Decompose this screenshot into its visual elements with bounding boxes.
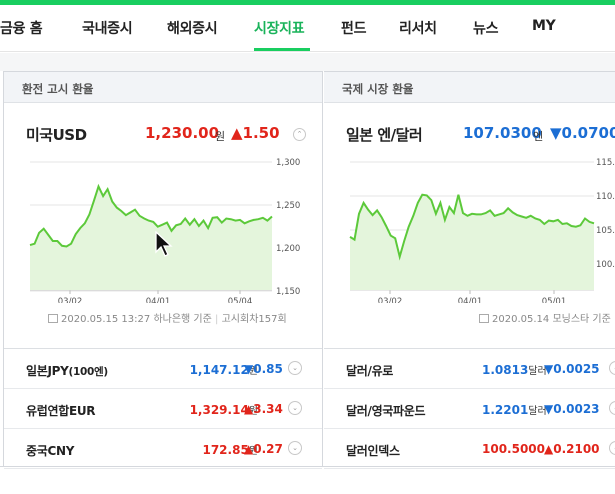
row-name[interactable]: 달러/영국파운드 [346,404,426,418]
y-tick-label: 115. [596,158,615,168]
currency-name[interactable]: 미국USD [26,126,87,144]
y-tick-label: 1,250 [276,201,300,211]
panel-bottom-border [0,466,615,467]
nav-item-research[interactable]: 리서치 [399,21,437,37]
row-price: 100.5000 [482,442,546,456]
panel-title[interactable]: 국제 시장 환율 [324,72,615,103]
row-change: ▲0.2100 [544,442,600,456]
source-date: 2020.05.15 13:27 [61,314,151,325]
rate-change: ▼0.0700 [550,124,615,142]
rate-row-dxy[interactable]: 달러인덱스 100.5000 ▲0.2100 ⌄ [324,429,615,469]
exchange-rate-panel: 환전 고시 환율 미국USD 1,230.00 원 ▲1.50 ⌃ 1,300 1… [3,71,323,469]
rate-unit: 엔 [533,130,544,143]
chart-line [349,193,595,261]
expand-chevron-icon[interactable]: ⌄ [609,361,615,375]
rate-change: ▲1.50 [231,124,280,142]
y-tick-label: 100. [596,260,615,270]
currency-list: 일본JPY(100엔) 1,147.12원 ▼0.85 ⌄ 유럽연합EUR 1,… [4,348,322,469]
currency-row-eur[interactable]: 유럽연합EUR 1,329.14원 ▲3.34 ⌄ [4,389,322,429]
chart-area-fill [350,194,594,290]
nav-item-market-indicators[interactable]: 시장지표 [254,21,305,37]
nav-item-finance-home[interactable]: 금융 홈 [0,21,43,37]
x-tick-label: 05/04 [228,297,253,303]
collapse-chevron-icon[interactable]: ⌃ [293,128,306,141]
currency-name[interactable]: 일본 엔/달러 [346,126,423,144]
row-change: ▼0.0023 [544,402,600,416]
row-change: ▼0.85 [244,362,283,376]
rate-list: 달러/유로 1.0813달러 ▼0.0025 ⌄ 달러/영국파운드 1.2201… [324,348,615,469]
row-name[interactable]: 달러/유로 [346,364,394,378]
rate-row-gbp[interactable]: 달러/영국파운드 1.2201달러 ▼0.0023 ⌄ [324,389,615,429]
y-tick-label: 1,150 [276,287,300,297]
mouse-cursor-icon [155,231,173,257]
source-round: 고시회차157회 [221,314,287,325]
expand-chevron-icon[interactable]: ⌄ [609,401,615,415]
row-price: 172.85원 [202,443,258,457]
nav-item-my[interactable]: MY [532,18,556,34]
international-rate-panel: 국제 시장 환율 일본 엔/달러 107.0300 엔 ▼0.0700 115.… [324,71,615,469]
nav-item-news[interactable]: 뉴스 [473,21,499,37]
source-date: 2020.05.14 [492,314,550,325]
row-name[interactable]: 달러인덱스 [346,444,400,458]
source-provider: 모닝스타 기준 [552,314,611,325]
section-gap [0,53,615,71]
source-info: 2020.05.14 모닝스타 기준 [479,310,611,325]
main-rate-row[interactable]: 미국USD 1,230.00 원 ▲1.50 ⌃ [26,124,316,144]
expand-chevron-icon[interactable]: ⌄ [288,441,302,455]
rate-price: 1,230.00 [145,124,220,142]
row-name[interactable]: 일본JPY(100엔) [26,364,108,378]
jpy-usd-chart: 115. 110. 105. 100. 03/02 04/01 05/01 [349,158,615,303]
currency-row-cny[interactable]: 중국CNY 172.85원 ▲0.27 ⌄ [4,429,322,469]
main-nav: 금융 홈 국내증시 해외증시 시장지표 펀드 리서치 뉴스 MY [0,5,615,52]
top-accent-bar [0,0,615,5]
row-change: ▼0.0025 [544,362,600,376]
y-tick-label: 105. [596,226,615,236]
usd-rate-chart: 1,300 1,250 1,200 1,150 03/02 04/01 05/04 [29,158,300,303]
source-bank: 하나은행 기준 [153,314,212,325]
chart-line [29,183,273,248]
x-tick-label: 04/01 [146,297,171,303]
nav-item-fund[interactable]: 펀드 [341,21,367,37]
expand-chevron-icon[interactable]: ⌄ [288,401,302,415]
row-name[interactable]: 중국CNY [26,444,75,458]
nav-item-domestic-stocks[interactable]: 국내증시 [82,21,133,37]
nav-item-overseas-stocks[interactable]: 해외증시 [167,21,218,37]
rate-row-eur[interactable]: 달러/유로 1.0813달러 ▼0.0025 ⌄ [324,349,615,389]
row-change: ▲3.34 [244,402,283,416]
row-change: ▲0.27 [244,442,283,456]
document-icon [479,314,489,323]
y-tick-label: 1,200 [276,244,300,254]
x-tick-label: 03/02 [378,297,403,303]
y-tick-label: 1,300 [276,158,300,168]
expand-chevron-icon[interactable]: ⌄ [288,361,302,375]
rate-unit: 원 [215,130,226,143]
row-price: 1.0813달러 [482,363,547,377]
expand-chevron-icon[interactable]: ⌄ [609,441,615,455]
x-tick-label: 03/02 [58,297,83,303]
row-price: 1,329.14원 [189,403,258,417]
y-tick-label: 110. [596,192,615,202]
x-tick-label: 04/01 [458,297,483,303]
currency-row-jpy[interactable]: 일본JPY(100엔) 1,147.12원 ▼0.85 ⌄ [4,349,322,389]
rate-price: 107.0300 [463,124,542,142]
row-name[interactable]: 유럽연합EUR [26,404,96,418]
panel-title[interactable]: 환전 고시 환율 [4,72,322,103]
row-price: 1.2201달러 [482,403,547,417]
document-icon [48,314,58,323]
active-tab-underline [254,48,310,51]
main-rate-row[interactable]: 일본 엔/달러 107.0300 엔 ▼0.0700 [346,124,615,144]
row-price: 1,147.12원 [189,363,258,377]
x-tick-label: 05/01 [542,297,567,303]
chart-area-fill [30,186,272,290]
source-info: 2020.05.15 13:27 하나은행 기준 | 고시회차157회 [48,310,287,325]
